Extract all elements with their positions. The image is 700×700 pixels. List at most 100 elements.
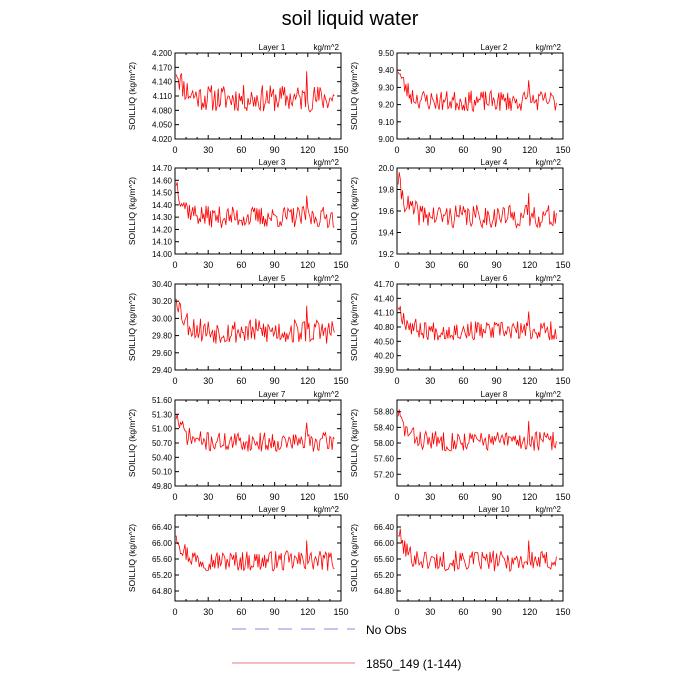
y-tick-label: 65.60 <box>374 555 395 564</box>
x-tick-label: 0 <box>172 376 177 386</box>
x-tick-label: 90 <box>270 376 280 386</box>
plot-frame <box>396 283 564 371</box>
y-axis-label: SOILLIQ (kg/m^2) <box>349 293 359 361</box>
x-tick-label: 90 <box>492 607 502 617</box>
y-tick-label: 41.10 <box>374 309 395 318</box>
x-tick-label: 60 <box>458 376 468 386</box>
plot-frame <box>174 167 342 255</box>
x-tick-label: 60 <box>236 260 246 270</box>
y-tick-label: 4.080 <box>152 106 173 115</box>
plot-frame <box>174 283 342 371</box>
y-axis-label: SOILLIQ (kg/m^2) <box>127 409 137 477</box>
panel-5: 0 30 60 90 120 150 29.40 29.60 29.80 30.00 30.20 30… <box>127 274 349 386</box>
y-tick-label: 40.20 <box>374 352 395 361</box>
panel-8: 0 30 60 90 120 150 57.20 57.60 58.00 58.40 58.80 La… <box>349 390 571 502</box>
y-tick-label: 64.80 <box>152 587 173 596</box>
y-tick-label: 20.0 <box>378 164 394 173</box>
x-tick-label: 150 <box>555 492 570 502</box>
series-line <box>175 71 335 113</box>
x-tick-label: 120 <box>522 607 537 617</box>
y-tick-label: 9.50 <box>378 49 394 58</box>
y-tick-label: 57.20 <box>374 470 395 479</box>
x-tick-label: 0 <box>394 260 399 270</box>
y-tick-label: 66.00 <box>374 539 395 548</box>
y-tick-label: 50.70 <box>152 439 173 448</box>
y-tick-label: 14.40 <box>152 201 173 210</box>
y-tick-label: 58.40 <box>374 423 395 432</box>
x-tick-label: 0 <box>172 607 177 617</box>
legend-label-run: 1850_149 (1-144) <box>366 657 461 671</box>
panel-units: kg/m^2 <box>535 390 561 399</box>
panel-title: Layer 4 <box>481 158 508 167</box>
y-tick-label: 66.00 <box>152 539 173 548</box>
panel-title: Layer 5 <box>259 274 286 283</box>
x-tick-label: 60 <box>458 607 468 617</box>
y-tick-label: 29.60 <box>152 349 173 358</box>
plot-frame <box>396 399 564 487</box>
chart-panels: 0 30 60 90 120 150 4.020 4.050 4.080 4.110 4.140 4.… <box>127 43 571 617</box>
x-tick-label: 30 <box>425 492 435 502</box>
x-tick-label: 90 <box>270 260 280 270</box>
panel-units: kg/m^2 <box>535 158 561 167</box>
series-line <box>397 409 557 452</box>
y-tick-label: 9.20 <box>378 101 394 110</box>
series-line <box>175 413 335 452</box>
y-tick-label: 4.200 <box>152 49 173 58</box>
series-line <box>397 306 557 341</box>
x-tick-label: 30 <box>203 376 213 386</box>
x-tick-label: 60 <box>236 492 246 502</box>
x-tick-label: 120 <box>300 260 315 270</box>
panel-4: 0 30 60 90 120 150 19.2 19.4 19.6 19.8 20.0 Layer 4… <box>349 158 571 270</box>
y-tick-label: 40.50 <box>374 337 395 346</box>
x-tick-label: 120 <box>522 492 537 502</box>
x-tick-label: 150 <box>333 607 348 617</box>
series-line <box>175 535 335 572</box>
x-tick-label: 60 <box>236 145 246 155</box>
y-tick-label: 4.050 <box>152 121 173 130</box>
panel-units: kg/m^2 <box>313 158 339 167</box>
plot-frame <box>396 167 564 255</box>
x-tick-label: 60 <box>458 492 468 502</box>
y-tick-label: 65.60 <box>152 555 173 564</box>
panel-title: Layer 9 <box>259 505 286 514</box>
x-tick-label: 120 <box>300 492 315 502</box>
panel-title: Layer 10 <box>478 505 510 514</box>
panel-title: Layer 3 <box>259 158 286 167</box>
y-tick-label: 30.40 <box>152 280 173 289</box>
panel-units: kg/m^2 <box>313 505 339 514</box>
x-tick-label: 30 <box>425 260 435 270</box>
y-tick-label: 65.20 <box>152 571 173 580</box>
y-tick-label: 41.40 <box>374 294 395 303</box>
x-tick-label: 30 <box>203 145 213 155</box>
y-tick-label: 65.20 <box>374 571 395 580</box>
y-tick-label: 30.20 <box>152 297 173 306</box>
panel-title: Layer 7 <box>259 390 286 399</box>
x-tick-label: 0 <box>394 492 399 502</box>
panel-6: 0 30 60 90 120 150 39.90 40.20 40.50 40.80 41.10 41… <box>349 274 571 386</box>
legend-label-no-obs: No Obs <box>366 623 407 637</box>
y-axis-label: SOILLIQ (kg/m^2) <box>127 293 137 361</box>
y-tick-label: 14.30 <box>152 213 173 222</box>
y-tick-label: 51.30 <box>152 410 173 419</box>
y-tick-label: 58.00 <box>374 439 395 448</box>
x-tick-label: 120 <box>522 260 537 270</box>
y-tick-label: 51.00 <box>152 425 173 434</box>
y-axis-label: SOILLIQ (kg/m^2) <box>349 524 359 592</box>
x-tick-label: 60 <box>236 607 246 617</box>
y-tick-label: 19.6 <box>378 207 394 216</box>
y-axis-label: SOILLIQ (kg/m^2) <box>127 177 137 245</box>
x-tick-label: 150 <box>333 492 348 502</box>
y-tick-label: 39.90 <box>374 366 395 375</box>
y-tick-label: 9.30 <box>378 83 394 92</box>
y-tick-label: 4.020 <box>152 135 173 144</box>
series-line <box>397 71 557 113</box>
panel-title: Layer 6 <box>481 274 508 283</box>
y-tick-label: 66.40 <box>152 523 173 532</box>
plot-frame <box>396 52 564 140</box>
y-tick-label: 66.40 <box>374 523 395 532</box>
plot-frame <box>174 514 342 602</box>
y-tick-label: 19.4 <box>378 229 394 238</box>
panel-7: 0 30 60 90 120 150 49.80 50.10 50.40 50.70 51.00 51… <box>127 390 349 502</box>
y-tick-label: 49.80 <box>152 482 173 491</box>
